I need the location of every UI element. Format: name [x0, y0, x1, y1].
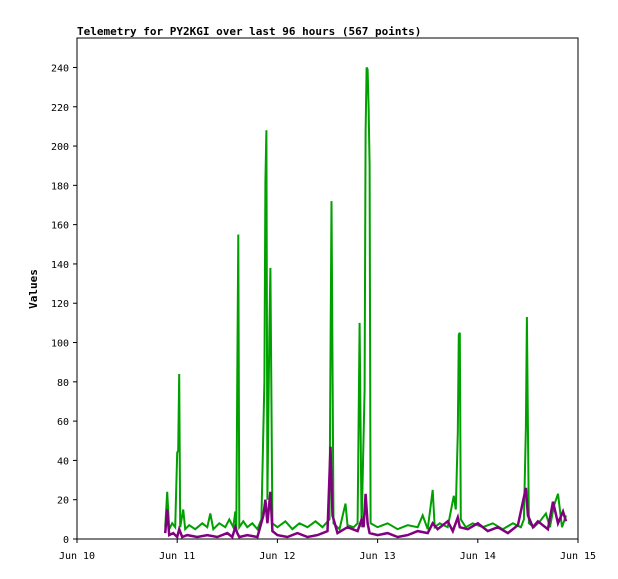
series-group: [163, 67, 568, 540]
y-tick-label: 200: [51, 142, 69, 153]
y-tick-label: 240: [51, 63, 69, 74]
x-tick-label: Jun 13: [360, 551, 396, 562]
y-tick-label: 120: [51, 299, 69, 310]
y-tick-label: 160: [51, 221, 69, 232]
y-axis-label: Values: [27, 269, 40, 309]
x-tick-label: Jun 10: [59, 551, 95, 562]
series-line-1: [164, 67, 567, 533]
y-tick-label: 0: [63, 535, 69, 546]
series-line-2: [163, 446, 568, 540]
y-tick-label: 180: [51, 181, 69, 192]
y-tick-label: 40: [57, 456, 69, 467]
x-tick-label: Jun 12: [259, 551, 295, 562]
y-tick-label: 60: [57, 417, 69, 428]
plot-frame: [76, 37, 579, 540]
y-tick-label: 140: [51, 260, 69, 271]
y-tick-label: 100: [51, 339, 69, 350]
x-tick-label: Jun 11: [159, 551, 195, 562]
x-tick-label: Jun 15: [560, 551, 596, 562]
y-tick-label: 220: [51, 103, 69, 114]
y-tick-label: 20: [57, 496, 69, 507]
x-tick-label: Jun 14: [460, 551, 496, 562]
chart-title: Telemetry for PY2KGI over last 96 hours …: [77, 25, 421, 38]
x-axis: Jun 10 Jun 11 Jun 12 Jun 13 Jun 14 Jun 15: [59, 539, 596, 562]
y-tick-label: 80: [57, 378, 69, 389]
y-axis: 0 20 40 60 80 100 120 140 160 180 200 220 240: [51, 63, 77, 546]
